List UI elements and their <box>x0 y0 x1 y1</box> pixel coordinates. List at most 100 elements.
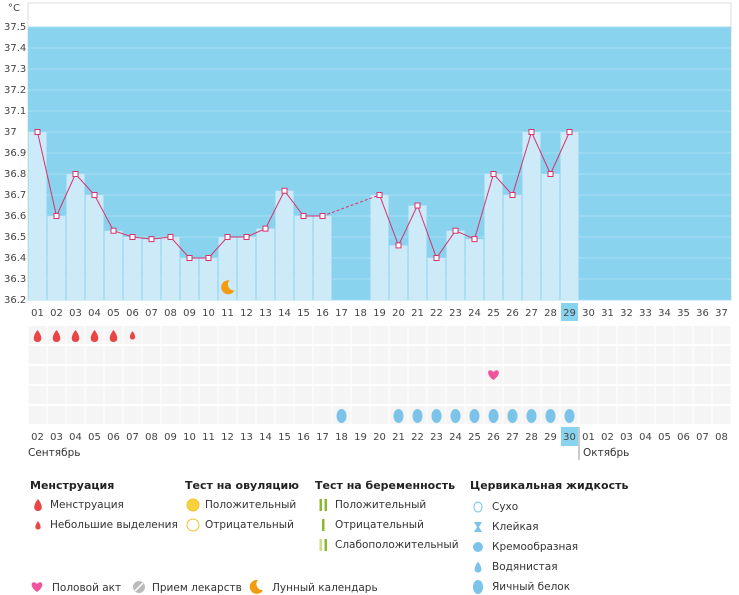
bar <box>85 195 104 300</box>
cell <box>389 346 408 364</box>
legend-title: Менструация <box>30 479 114 492</box>
cell <box>275 346 294 364</box>
x-tick-label: 18 <box>354 308 367 319</box>
cell <box>712 346 731 364</box>
temp-point <box>490 171 497 177</box>
cell <box>408 366 427 384</box>
egg-white-icon <box>526 409 537 423</box>
cell <box>503 326 522 344</box>
temp-point <box>91 192 98 198</box>
cell <box>218 366 237 384</box>
temp-point <box>110 227 117 234</box>
cell <box>370 366 389 384</box>
y-tick-label: 36.2 <box>4 295 26 306</box>
cell <box>332 346 351 364</box>
date-label: 08 <box>715 432 728 443</box>
cell <box>142 346 161 364</box>
cell <box>85 346 104 364</box>
x-tick-label: 17 <box>335 308 348 319</box>
cell <box>123 386 142 404</box>
temp-point <box>34 129 41 135</box>
legend-icon <box>474 561 482 573</box>
x-tick-label: 09 <box>183 308 196 319</box>
legend-icon <box>319 499 322 511</box>
cell <box>541 346 560 364</box>
cell <box>47 386 66 404</box>
bar <box>408 205 427 300</box>
date-label: 04 <box>69 432 82 443</box>
cell <box>123 406 142 424</box>
bar <box>142 239 161 300</box>
cell <box>180 386 199 404</box>
x-tick-label: 06 <box>126 308 139 319</box>
date-label: 05 <box>88 432 101 443</box>
cell <box>408 346 427 364</box>
legend-icon <box>186 498 200 512</box>
legend-label: Яичный белок <box>492 581 570 593</box>
cell <box>199 326 218 344</box>
cell <box>256 406 275 424</box>
cell <box>142 406 161 424</box>
x-tick-label: 24 <box>468 308 481 319</box>
cell <box>389 366 408 384</box>
cell <box>484 386 503 404</box>
cell <box>28 406 47 424</box>
date-label: 11 <box>202 432 215 443</box>
y-tick-label: 37.2 <box>4 85 26 96</box>
menstruation-icon <box>33 330 42 342</box>
cell <box>199 346 218 364</box>
date-label: 20 <box>373 432 386 443</box>
bar <box>313 216 332 300</box>
legend-icon <box>249 579 263 594</box>
cell <box>47 406 66 424</box>
cell <box>104 406 123 424</box>
y-tick-label: 37 <box>4 127 17 138</box>
month-label: Сентябрь <box>28 447 80 459</box>
temp-point <box>414 202 421 209</box>
bar <box>522 132 541 300</box>
cell <box>199 366 218 384</box>
x-tick-label: 27 <box>525 308 538 319</box>
month-label: Октябрь <box>583 447 629 459</box>
cell <box>370 346 389 364</box>
cell <box>465 366 484 384</box>
x-tick-label: 22 <box>430 308 443 319</box>
cell <box>85 366 104 384</box>
cell <box>66 346 85 364</box>
temp-point <box>262 225 269 232</box>
legend-label: Отрицательный <box>205 519 294 531</box>
cell <box>332 326 351 344</box>
cell <box>47 366 66 384</box>
x-tick-label: 02 <box>50 308 63 319</box>
temp-point <box>433 255 440 261</box>
cell <box>275 326 294 344</box>
temp-point <box>72 171 79 177</box>
unit: °C <box>8 3 20 14</box>
temp-point <box>300 213 307 219</box>
date-label: 06 <box>107 432 120 443</box>
cell <box>85 386 104 404</box>
date-label: 01 <box>582 432 595 443</box>
legend-label: Отрицательный <box>335 519 424 531</box>
bar <box>560 132 579 300</box>
cell <box>522 346 541 364</box>
temp-point <box>509 192 516 198</box>
menstruation-icon <box>90 330 99 342</box>
legend-icon <box>324 499 327 511</box>
x-tick-label: 25 <box>487 308 500 319</box>
x-tick-label: 10 <box>202 308 215 319</box>
cell <box>294 326 313 344</box>
cell <box>47 346 66 364</box>
highlight-date <box>561 427 578 446</box>
cell <box>66 406 85 424</box>
gap-connector <box>322 194 380 217</box>
temp-point <box>281 187 288 194</box>
cell <box>313 406 332 424</box>
bar <box>427 258 446 300</box>
bar <box>370 195 389 300</box>
x-tick-label: 04 <box>88 308 101 319</box>
legend-icon <box>134 582 144 592</box>
cell <box>522 386 541 404</box>
legend-title: Тест на овуляцию <box>185 479 299 492</box>
temp-point <box>53 213 60 219</box>
